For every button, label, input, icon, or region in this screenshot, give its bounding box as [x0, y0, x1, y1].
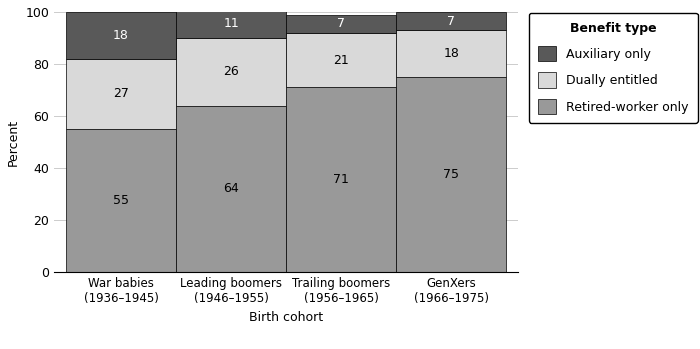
- Bar: [176, 106, 286, 272]
- Bar: [396, 12, 506, 30]
- Text: 11: 11: [223, 17, 239, 30]
- Text: 71: 71: [333, 173, 349, 186]
- Bar: [286, 15, 396, 33]
- Bar: [176, 38, 286, 106]
- Bar: [396, 30, 506, 77]
- X-axis label: Birth cohort: Birth cohort: [249, 311, 323, 324]
- Bar: [286, 87, 396, 272]
- Text: 75: 75: [443, 168, 459, 181]
- Text: 7: 7: [337, 17, 345, 30]
- Text: 55: 55: [113, 194, 129, 207]
- Bar: [66, 129, 176, 272]
- Text: 21: 21: [333, 54, 349, 67]
- Y-axis label: Percent: Percent: [7, 119, 20, 166]
- Bar: [66, 59, 176, 129]
- Text: 64: 64: [223, 183, 239, 195]
- Bar: [176, 9, 286, 38]
- Bar: [66, 12, 176, 59]
- Legend: Auxiliary only, Dually entitled, Retired-worker only: Auxiliary only, Dually entitled, Retired…: [529, 13, 698, 123]
- Text: 18: 18: [443, 47, 459, 60]
- Text: 18: 18: [113, 29, 129, 42]
- Text: 26: 26: [223, 65, 239, 78]
- Bar: [396, 77, 506, 272]
- Bar: [286, 33, 396, 87]
- Text: 7: 7: [447, 15, 455, 28]
- Text: 27: 27: [113, 88, 129, 101]
